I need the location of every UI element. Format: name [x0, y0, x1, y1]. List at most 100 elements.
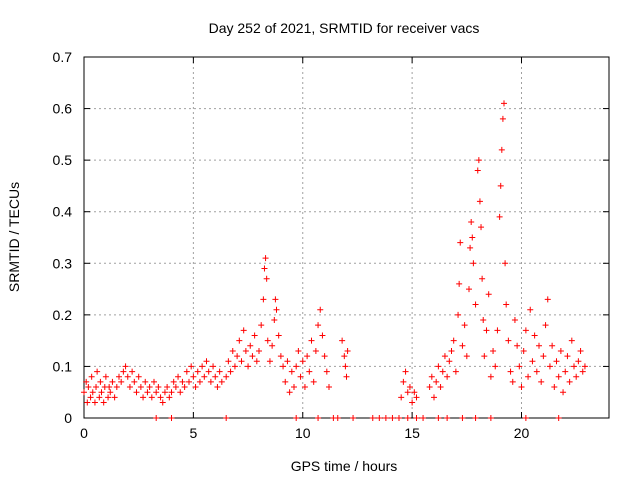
data-point	[137, 384, 144, 391]
data-point	[557, 347, 564, 354]
data-point	[339, 337, 346, 344]
data-point	[480, 317, 487, 324]
data-point	[409, 399, 416, 406]
data-point	[118, 378, 125, 385]
data-point	[457, 239, 464, 246]
data-point	[295, 347, 302, 354]
data-point	[297, 373, 304, 380]
x-tick-label: 0	[80, 425, 88, 441]
data-point	[342, 363, 349, 370]
data-point	[144, 389, 151, 396]
data-point	[312, 347, 319, 354]
chart-title: Day 252 of 2021, SRMTID for receiver vac…	[209, 20, 480, 36]
data-point	[483, 327, 490, 334]
data-point	[571, 363, 577, 370]
data-point	[468, 219, 475, 226]
data-point	[470, 260, 477, 267]
data-point	[469, 234, 476, 241]
data-point	[256, 347, 262, 354]
data-point	[242, 347, 249, 354]
data-point	[245, 363, 252, 370]
data-point	[133, 389, 140, 396]
data-point	[544, 296, 551, 303]
data-point	[207, 378, 214, 385]
data-point	[124, 373, 131, 380]
data-point	[212, 373, 219, 380]
data-point	[194, 368, 201, 375]
data-point	[487, 373, 494, 380]
grid-lines	[84, 57, 609, 418]
data-point	[229, 347, 236, 354]
data-point	[472, 301, 479, 308]
data-point	[102, 373, 109, 380]
data-point	[317, 306, 324, 313]
data-point	[478, 224, 485, 231]
data-point	[382, 415, 389, 421]
data-point	[398, 394, 405, 401]
data-point	[485, 291, 492, 298]
data-point	[98, 389, 105, 396]
data-point	[203, 358, 210, 365]
data-point	[293, 363, 300, 370]
data-point	[122, 363, 129, 370]
data-point	[87, 394, 94, 401]
data-point	[474, 167, 481, 174]
data-point	[196, 378, 203, 385]
data-point	[238, 358, 245, 365]
data-point	[201, 373, 208, 380]
data-point	[431, 394, 437, 401]
data-point	[205, 368, 212, 375]
data-point	[376, 415, 383, 421]
y-tick-label: 0.2	[53, 307, 73, 323]
data-point	[275, 332, 282, 339]
data-point	[258, 322, 265, 329]
data-point	[218, 378, 225, 385]
data-point	[142, 378, 149, 385]
data-point	[577, 347, 584, 354]
data-point	[91, 399, 98, 406]
data-point	[503, 301, 510, 308]
data-point	[151, 378, 157, 385]
data-point	[463, 353, 470, 360]
data-point	[426, 384, 433, 391]
data-point	[94, 368, 101, 375]
data-point	[439, 368, 446, 375]
data-point	[170, 378, 177, 385]
data-point	[573, 373, 580, 380]
data-point	[111, 394, 118, 401]
x-axis-label: GPS time / hours	[291, 458, 398, 474]
data-point	[146, 384, 153, 391]
data-point	[507, 368, 514, 375]
data-point	[153, 415, 160, 421]
data-point	[518, 384, 525, 391]
data-point	[148, 394, 155, 401]
data-point	[575, 358, 582, 365]
data-point	[214, 384, 221, 391]
y-tick-label: 0.4	[53, 204, 73, 220]
data-point	[236, 337, 243, 344]
data-point	[533, 368, 540, 375]
data-point	[514, 342, 521, 349]
data-point	[96, 394, 103, 401]
data-point	[555, 373, 562, 380]
data-point	[579, 368, 586, 375]
data-point	[175, 373, 182, 380]
data-point	[527, 306, 534, 313]
data-point	[272, 296, 279, 303]
data-point	[389, 415, 396, 421]
data-point	[199, 363, 206, 370]
data-point	[140, 394, 147, 401]
plot-area-frame	[83, 56, 610, 419]
data-point	[168, 415, 175, 421]
data-point	[247, 342, 254, 349]
data-point	[308, 337, 315, 344]
data-point	[444, 415, 451, 421]
x-tick-label: 5	[189, 425, 197, 441]
data-point	[84, 399, 91, 406]
data-point	[280, 363, 287, 370]
data-point	[369, 415, 376, 421]
data-point	[540, 353, 547, 360]
data-point	[100, 399, 107, 406]
data-point	[188, 363, 195, 370]
data-point	[299, 358, 306, 365]
